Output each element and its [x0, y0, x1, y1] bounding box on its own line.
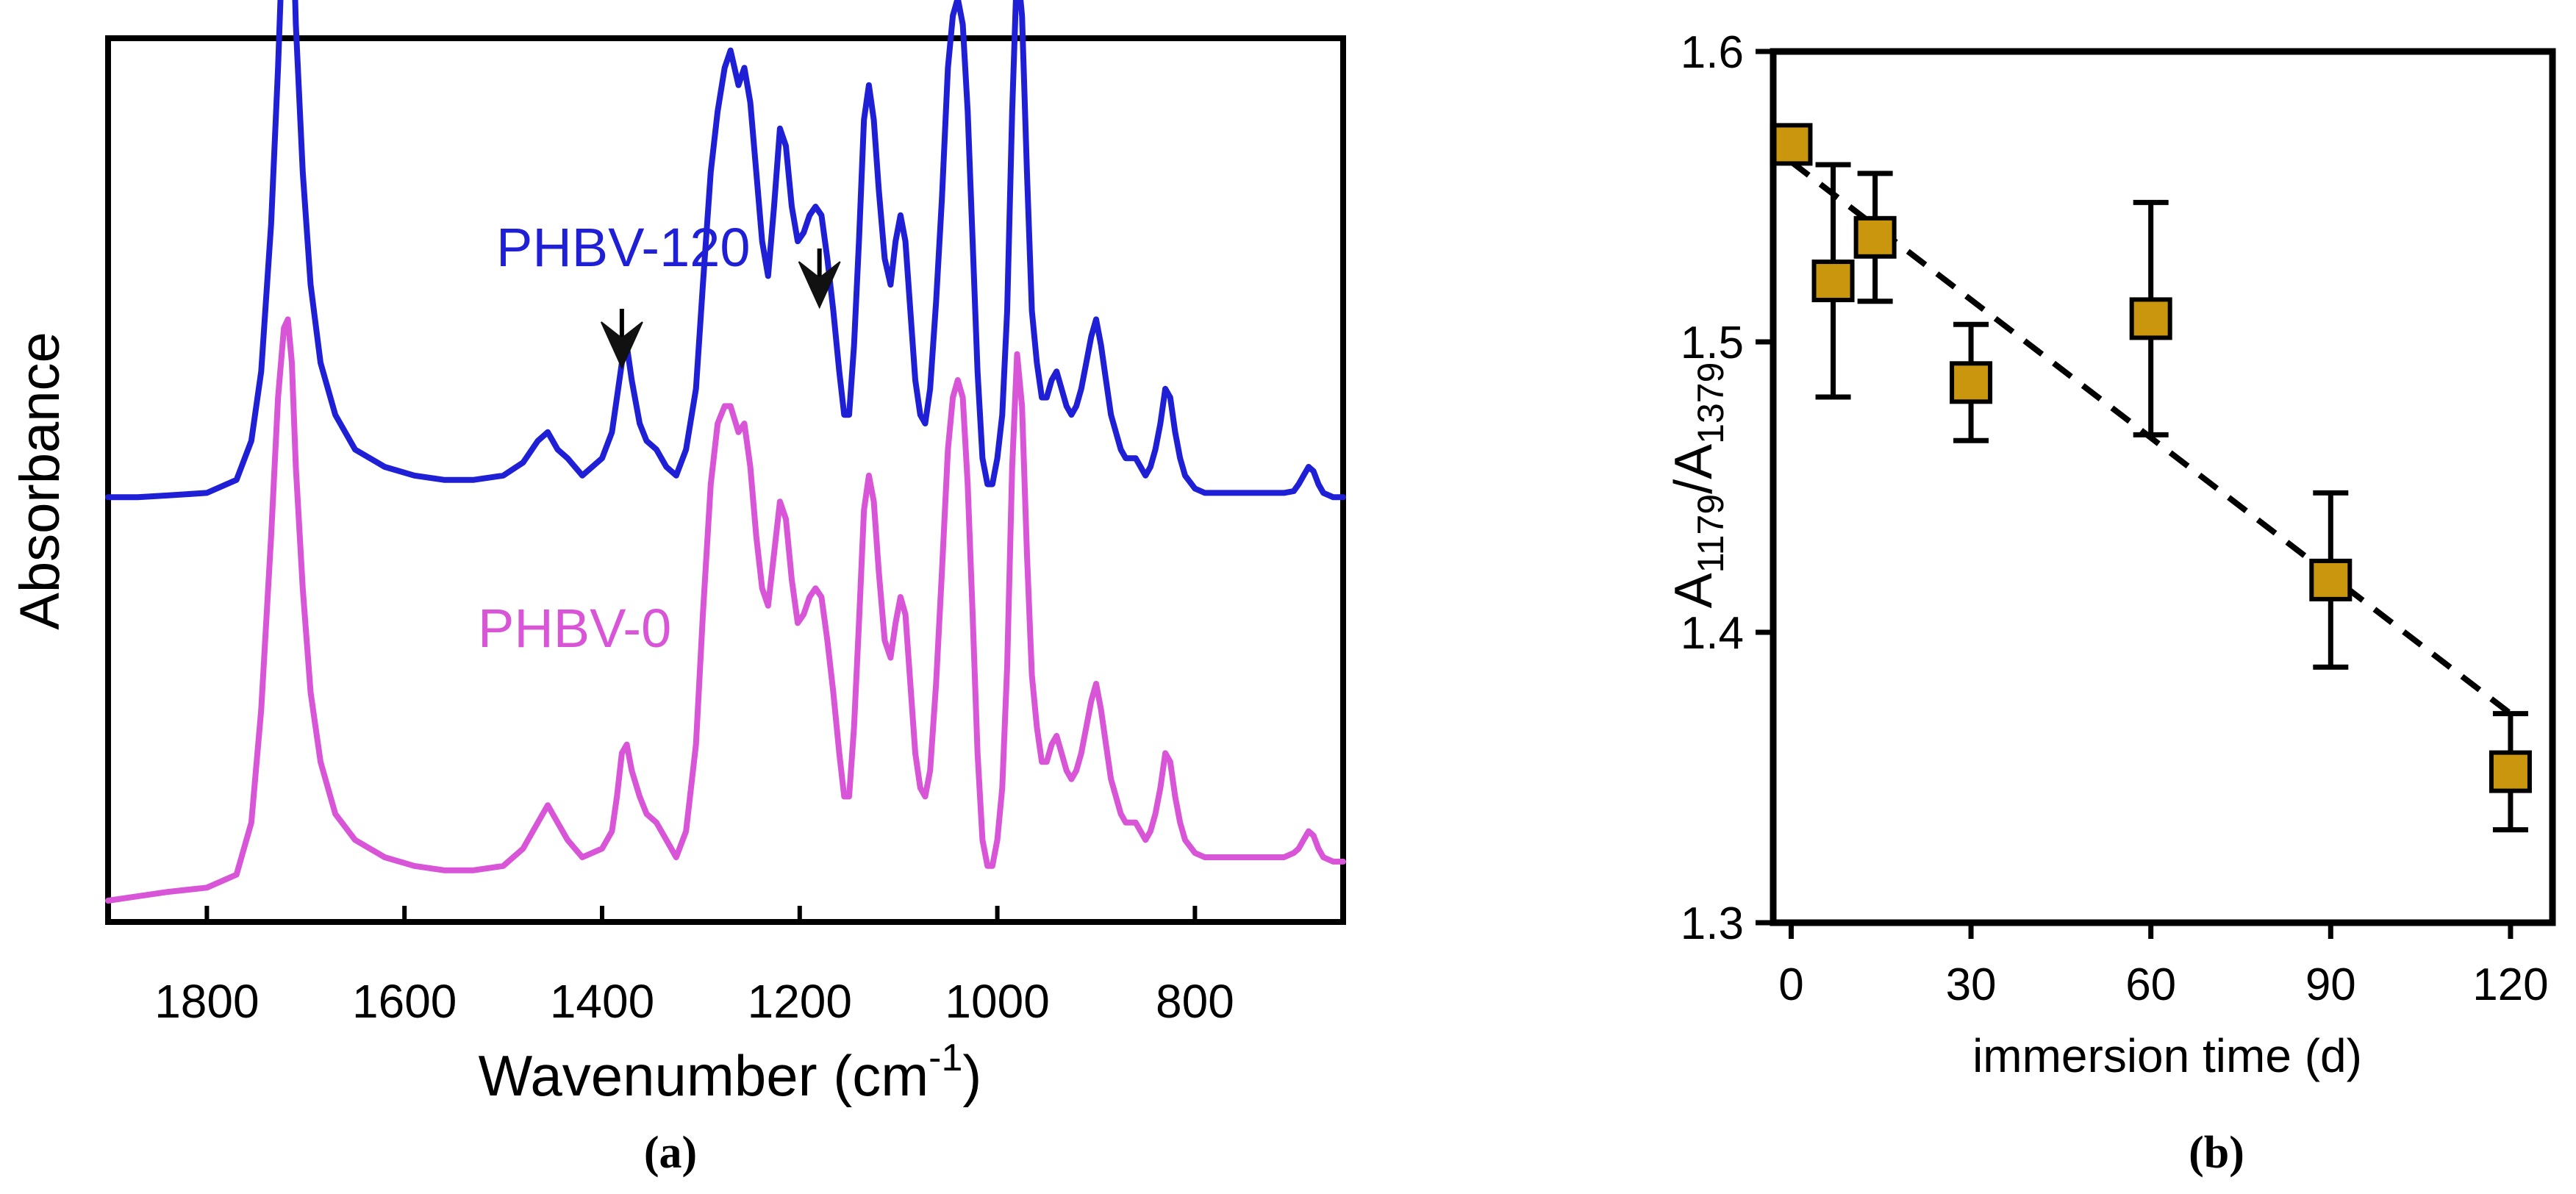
x-tick-label: 1200: [748, 975, 852, 1028]
data-point-marker: [1950, 361, 1993, 404]
y-tick-label: 1.6: [1681, 27, 1744, 78]
trendline-group: [1789, 159, 2513, 716]
x-tick-label: 120: [2472, 959, 2548, 1010]
spectrum-line-phbv-120: [105, 0, 1346, 501]
x-tick-label: 0: [1778, 959, 1803, 1010]
legend-label-phbv-0: PHBV-0: [478, 598, 671, 659]
legend-label-phbv-120: PHBV-120: [496, 217, 751, 278]
spectrum-line-phbv-0: [105, 316, 1346, 904]
panel-b-x-axis-label: immersion time (d): [1972, 1029, 2362, 1082]
panel-a-series-group: [105, 0, 1346, 904]
y-label-sub1: 1179: [1690, 494, 1731, 573]
trendline: [1789, 159, 2513, 716]
panel-b: 0 30 60 90 120 1.3 1.4 1.5 1.6 A1179/A1379 imme…: [1664, 27, 2556, 1178]
panel-b-label: (b): [2189, 1128, 2244, 1178]
panel-a-x-axis-label: Wavenumber (cm-1): [479, 1037, 982, 1108]
y-tick-label: 1.5: [1681, 318, 1744, 368]
panel-b-x-ticks: 0 30 60 90 120: [1778, 923, 2549, 1010]
panel-b-points: [1770, 123, 2532, 833]
panel-a-x-ticks: 1800 1600 1400 1200 1000 800: [154, 906, 1234, 1028]
x-label-main: Wavenumber (cm: [479, 1043, 929, 1108]
y-label-sub2: 1379: [1690, 362, 1731, 444]
x-tick-label: 30: [1946, 959, 1997, 1010]
panel-a-frame: [105, 35, 1346, 925]
x-tick-label: 1600: [352, 975, 457, 1028]
data-point-marker: [1811, 260, 1855, 303]
x-tick-label: 90: [2305, 959, 2356, 1010]
panel-a-label: (a): [644, 1128, 697, 1178]
x-tick-label: 800: [1156, 975, 1234, 1028]
x-tick-label: 1000: [945, 975, 1049, 1028]
panel-b-frame: [1770, 48, 2556, 926]
data-point-marker: [1853, 215, 1897, 259]
data-point-marker: [2309, 558, 2353, 601]
panel-a-arrows: [600, 249, 841, 370]
data-point-marker: [1770, 123, 1813, 166]
data-point-marker: [2489, 750, 2532, 793]
y-tick-label: 1.4: [1681, 608, 1744, 659]
x-label-end: ): [962, 1043, 981, 1108]
panel-b-y-axis-label: A1179/A1379: [1664, 362, 1731, 609]
x-label-superscript: -1: [929, 1037, 962, 1079]
panel-b-y-ticks: 1.3 1.4 1.5 1.6: [1681, 27, 1773, 949]
panel-a-y-axis-label: Absorbance: [9, 332, 71, 630]
x-tick-label: 60: [2125, 959, 2176, 1010]
y-label-slash: /A: [1664, 444, 1723, 494]
panel-a: 1800 1600 1400 1200 1000 800 PHBV-120 PHBV-0 …: [9, 0, 1346, 1178]
arrow-head-icon: [798, 261, 841, 310]
y-tick-label: 1.3: [1681, 898, 1744, 949]
x-tick-label: 1800: [154, 975, 259, 1028]
y-label-base: A: [1664, 573, 1723, 608]
arrow-head-icon: [600, 321, 643, 370]
x-tick-label: 1400: [550, 975, 654, 1028]
data-point-marker: [2129, 297, 2172, 340]
